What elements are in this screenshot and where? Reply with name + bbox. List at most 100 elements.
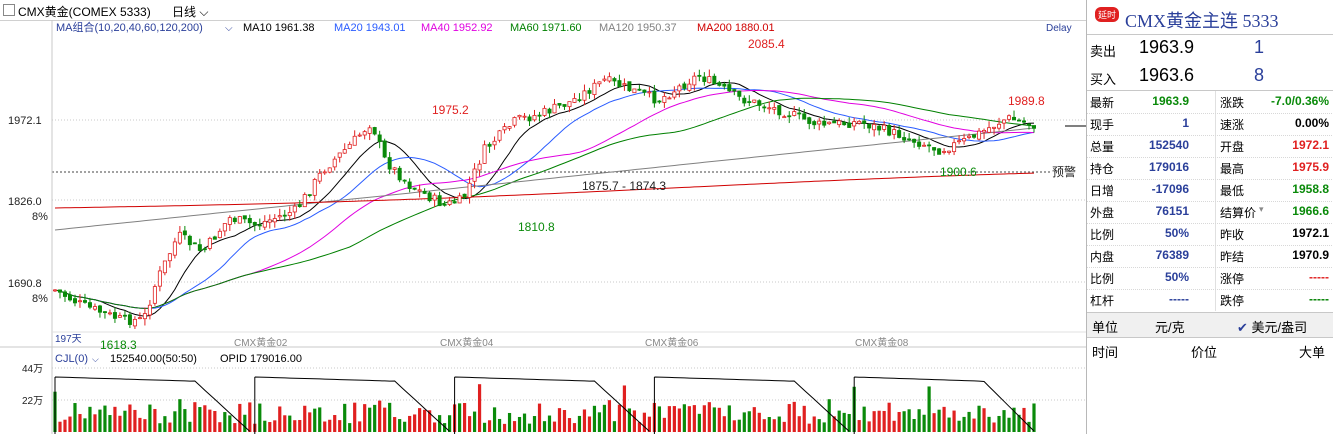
candle: [882, 124, 887, 130]
candle: [647, 91, 652, 94]
candle: [547, 108, 552, 114]
candle: [872, 124, 877, 131]
volume-bar: [707, 402, 711, 432]
price-axis: 1972.1 1826.0 8% 1690.8 8%: [8, 115, 48, 305]
volume-bar: [737, 419, 741, 432]
candle: [387, 157, 392, 170]
volume-bar: [268, 422, 272, 432]
volume-bar: [358, 421, 362, 432]
candle: [367, 127, 372, 134]
quote-stat-row: 比例 50% 昨收 1972.1: [1087, 223, 1333, 245]
candle: [497, 130, 502, 141]
candle: [782, 116, 787, 119]
period-dropdown[interactable]: 日线 ⌵: [172, 3, 208, 20]
candle: [302, 194, 307, 208]
volume-bar: [343, 403, 347, 432]
candle: [212, 236, 217, 240]
candle: [122, 314, 127, 317]
volume-bar: [408, 415, 412, 432]
ma-lines: [54, 81, 1035, 317]
volume-bar: [497, 418, 502, 432]
volume-bar: [433, 422, 437, 432]
ma-line: [54, 81, 1035, 317]
volume-bar: [1032, 403, 1036, 432]
ma-line: [54, 87, 1035, 309]
time-tick: CMX黄金08: [855, 336, 909, 349]
volume-bar: [398, 419, 402, 432]
candle: [707, 76, 712, 84]
candle: [777, 105, 782, 116]
usd-ounce-label: 美元/盎司: [1251, 320, 1308, 335]
candle: [382, 140, 387, 158]
volume-bar: [378, 400, 382, 432]
candle: [392, 167, 397, 170]
candle: [192, 242, 197, 245]
candle: [397, 167, 402, 181]
candle: [62, 291, 67, 297]
volume-bar: [792, 401, 796, 432]
ma-line: [54, 97, 1035, 309]
ticks-header: 时间 价位 大单: [1087, 338, 1333, 360]
kline-chart[interactable]: MA组合(10,20,40,60,120,200) ⌵ MA10 1961.38…: [0, 20, 1086, 434]
grid: [52, 119, 1086, 369]
candle: [992, 126, 997, 129]
volume-bar: [777, 416, 781, 432]
volume-bar: [472, 411, 477, 432]
volume-bar: [118, 415, 122, 432]
candle: [952, 142, 957, 153]
volume-bar: [288, 415, 292, 432]
volume-bar: [802, 405, 806, 432]
stat-value: -----: [1309, 292, 1329, 306]
candle: [652, 90, 657, 104]
volume-bar: [592, 405, 597, 432]
stat-label: 跌停: [1220, 294, 1245, 308]
candle: [67, 294, 72, 301]
candle: [402, 179, 407, 182]
candle: [1032, 125, 1037, 129]
candle: [267, 219, 272, 223]
volume-bar: [572, 423, 577, 432]
candle: [457, 195, 462, 204]
symbol-label[interactable]: CMX黄金(COMEX 5333): [18, 5, 151, 19]
volume-bar: [163, 416, 167, 432]
volume-bar: [557, 408, 562, 432]
stat-label: 持仓: [1090, 162, 1115, 176]
sell-row[interactable]: 卖出 1963.9 1: [1087, 36, 1333, 62]
candle: [502, 126, 507, 131]
candle: [207, 237, 212, 249]
ma20-label: MA20 1943.01: [334, 22, 406, 34]
stat-label: 杠杆: [1090, 294, 1115, 308]
volume-tick: 22万: [22, 396, 43, 407]
volume-bar: [438, 415, 442, 432]
candle: [967, 135, 972, 138]
volume-bar: [972, 418, 976, 432]
volume-bar: [582, 409, 587, 432]
volume-bar: [752, 407, 756, 432]
volume-bar: [447, 415, 452, 432]
volume-bar: [1002, 410, 1006, 432]
candle: [362, 131, 367, 136]
stat-label: 最高: [1220, 162, 1245, 176]
volume-bar: [383, 407, 387, 432]
buy-row[interactable]: 买入 1963.6 8: [1087, 64, 1333, 90]
volume-bar: [942, 406, 946, 432]
volume-bar: [722, 416, 726, 432]
volume-bar: [917, 409, 921, 432]
ma-legend: MA组合(10,20,40,60,120,200) ⌵ MA10 1961.38…: [56, 20, 1072, 34]
volume-bar: [482, 422, 487, 432]
candle: [317, 172, 322, 182]
chart-svg[interactable]: MA组合(10,20,40,60,120,200) ⌵ MA10 1961.38…: [0, 20, 1086, 434]
price-column: 价位: [1191, 345, 1218, 360]
volume-bar: [667, 406, 671, 432]
candle: [462, 193, 467, 198]
candle: [617, 80, 622, 88]
chevron-down-icon[interactable]: ▾: [1259, 204, 1264, 214]
volume-bar: [238, 403, 242, 432]
quote-stat-row: 日增 -17096 最低 1958.8: [1087, 179, 1333, 201]
time-tick: CMX黄金02: [234, 336, 288, 349]
checkbox-icon[interactable]: [3, 4, 15, 16]
stat-value: -----: [1309, 270, 1329, 284]
ma-line: [54, 127, 1035, 231]
candle: [87, 302, 92, 308]
usd-ounce-toggle[interactable]: ✔ 美元/盎司: [1237, 317, 1307, 336]
